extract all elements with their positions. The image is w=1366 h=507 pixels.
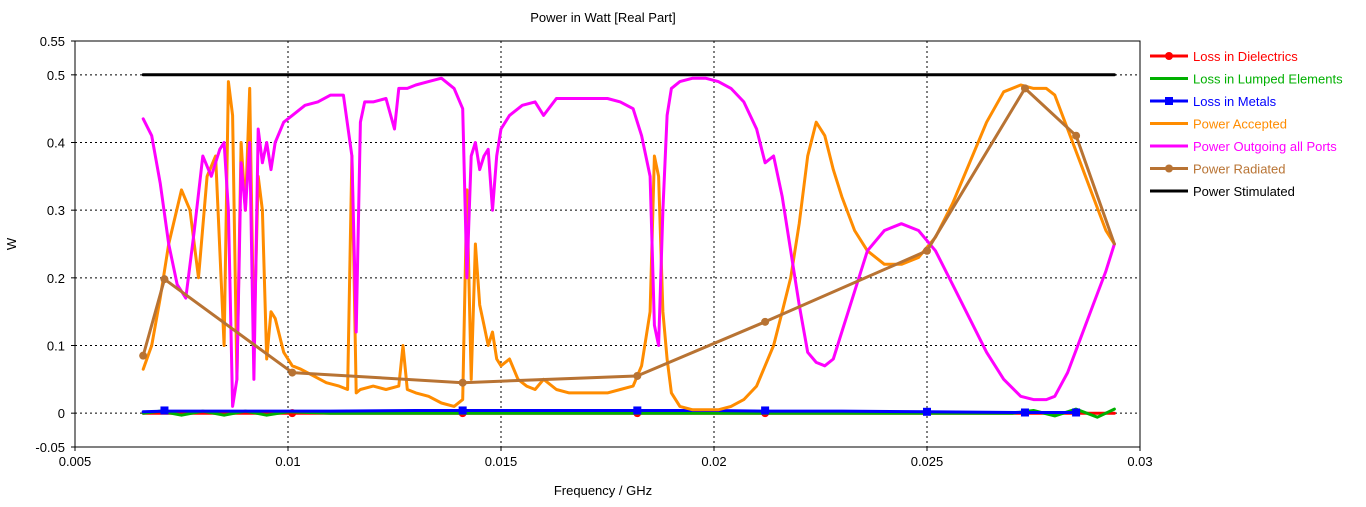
series-line-power-outgoing-all-ports (141, 76, 1116, 408)
y-tick-label: 0.3 (47, 203, 65, 218)
legend-item-power-radiated: Power Radiated (1150, 162, 1286, 177)
x-tick-label: 0.03 (1127, 454, 1152, 469)
legend-item-loss-in-dielectrics: Loss in Dielectrics (1150, 49, 1298, 64)
data-point-power-radiated (761, 317, 770, 326)
plot-area: 0.005 0.01 0.015 0.02 0.025 0.03 -0.05 0 0.1 0.2 0… (35, 34, 1152, 469)
chart-title: Power in Watt [Real Part] (530, 10, 675, 25)
legend: Loss in Dielectrics Loss in Lumped Elemen… (1150, 49, 1343, 199)
data-point-loss-in-metals (633, 406, 642, 415)
data-point-power-radiated (139, 351, 148, 360)
y-tick-label: 0.4 (47, 136, 65, 151)
y-tick-label: 0.5 (47, 68, 65, 83)
legend-label: Power Accepted (1193, 117, 1287, 132)
legend-marker (1165, 97, 1173, 105)
x-axis-title: Frequency / GHz (554, 483, 652, 498)
x-tick-label: 0.025 (911, 454, 944, 469)
y-tick-label: 0.1 (47, 339, 65, 354)
series-line-power-accepted (141, 80, 1116, 412)
legend-label: Power Radiated (1193, 162, 1286, 177)
data-point-loss-in-metals (1020, 408, 1029, 417)
data-point-loss-in-metals (923, 407, 931, 416)
data-point-loss-in-metals (761, 406, 770, 415)
data-point-power-radiated (160, 275, 169, 284)
legend-marker (1165, 52, 1173, 60)
x-tick-label: 0.015 (485, 454, 518, 469)
legend-label: Loss in Metals (1193, 94, 1277, 109)
legend-item-loss-in-metals: Loss in Metals (1150, 94, 1277, 109)
legend-label: Loss in Lumped Elements (1193, 72, 1343, 87)
data-point-power-radiated (633, 371, 642, 380)
data-point-power-radiated (458, 378, 467, 387)
legend-label: Loss in Dielectrics (1193, 49, 1298, 64)
legend-item-power-stimulated: Power Stimulated (1150, 184, 1295, 199)
data-point-loss-in-metals (160, 406, 169, 415)
data-point-power-radiated (923, 246, 931, 255)
legend-marker (1165, 164, 1173, 173)
data-point-power-radiated (288, 368, 297, 377)
series-line-power-radiated (141, 86, 1116, 385)
y-tick-label: 0.2 (47, 271, 65, 286)
series-line-loss-in-metals (141, 409, 1078, 414)
y-tick-label: 0.55 (40, 34, 65, 49)
legend-label: Power Stimulated (1193, 184, 1295, 199)
data-point-loss-in-metals (458, 406, 467, 415)
y-axis-title: W (4, 237, 19, 250)
legend-item-loss-in-lumped-elements: Loss in Lumped Elements (1150, 72, 1343, 87)
x-tick-label: 0.005 (59, 454, 92, 469)
data-point-power-radiated (1072, 131, 1081, 140)
y-tick-label: -0.05 (35, 440, 65, 455)
x-tick-label: 0.02 (701, 454, 726, 469)
y-tick-label: 0 (58, 406, 65, 421)
data-point-loss-in-metals (1072, 408, 1081, 417)
x-tick-label: 0.01 (275, 454, 300, 469)
data-point-power-radiated (1020, 84, 1029, 93)
legend-item-power-accepted: Power Accepted (1150, 117, 1287, 132)
legend-item-power-outgoing-all-ports: Power Outgoing all Ports (1150, 139, 1337, 154)
legend-label: Power Outgoing all Ports (1193, 139, 1337, 154)
